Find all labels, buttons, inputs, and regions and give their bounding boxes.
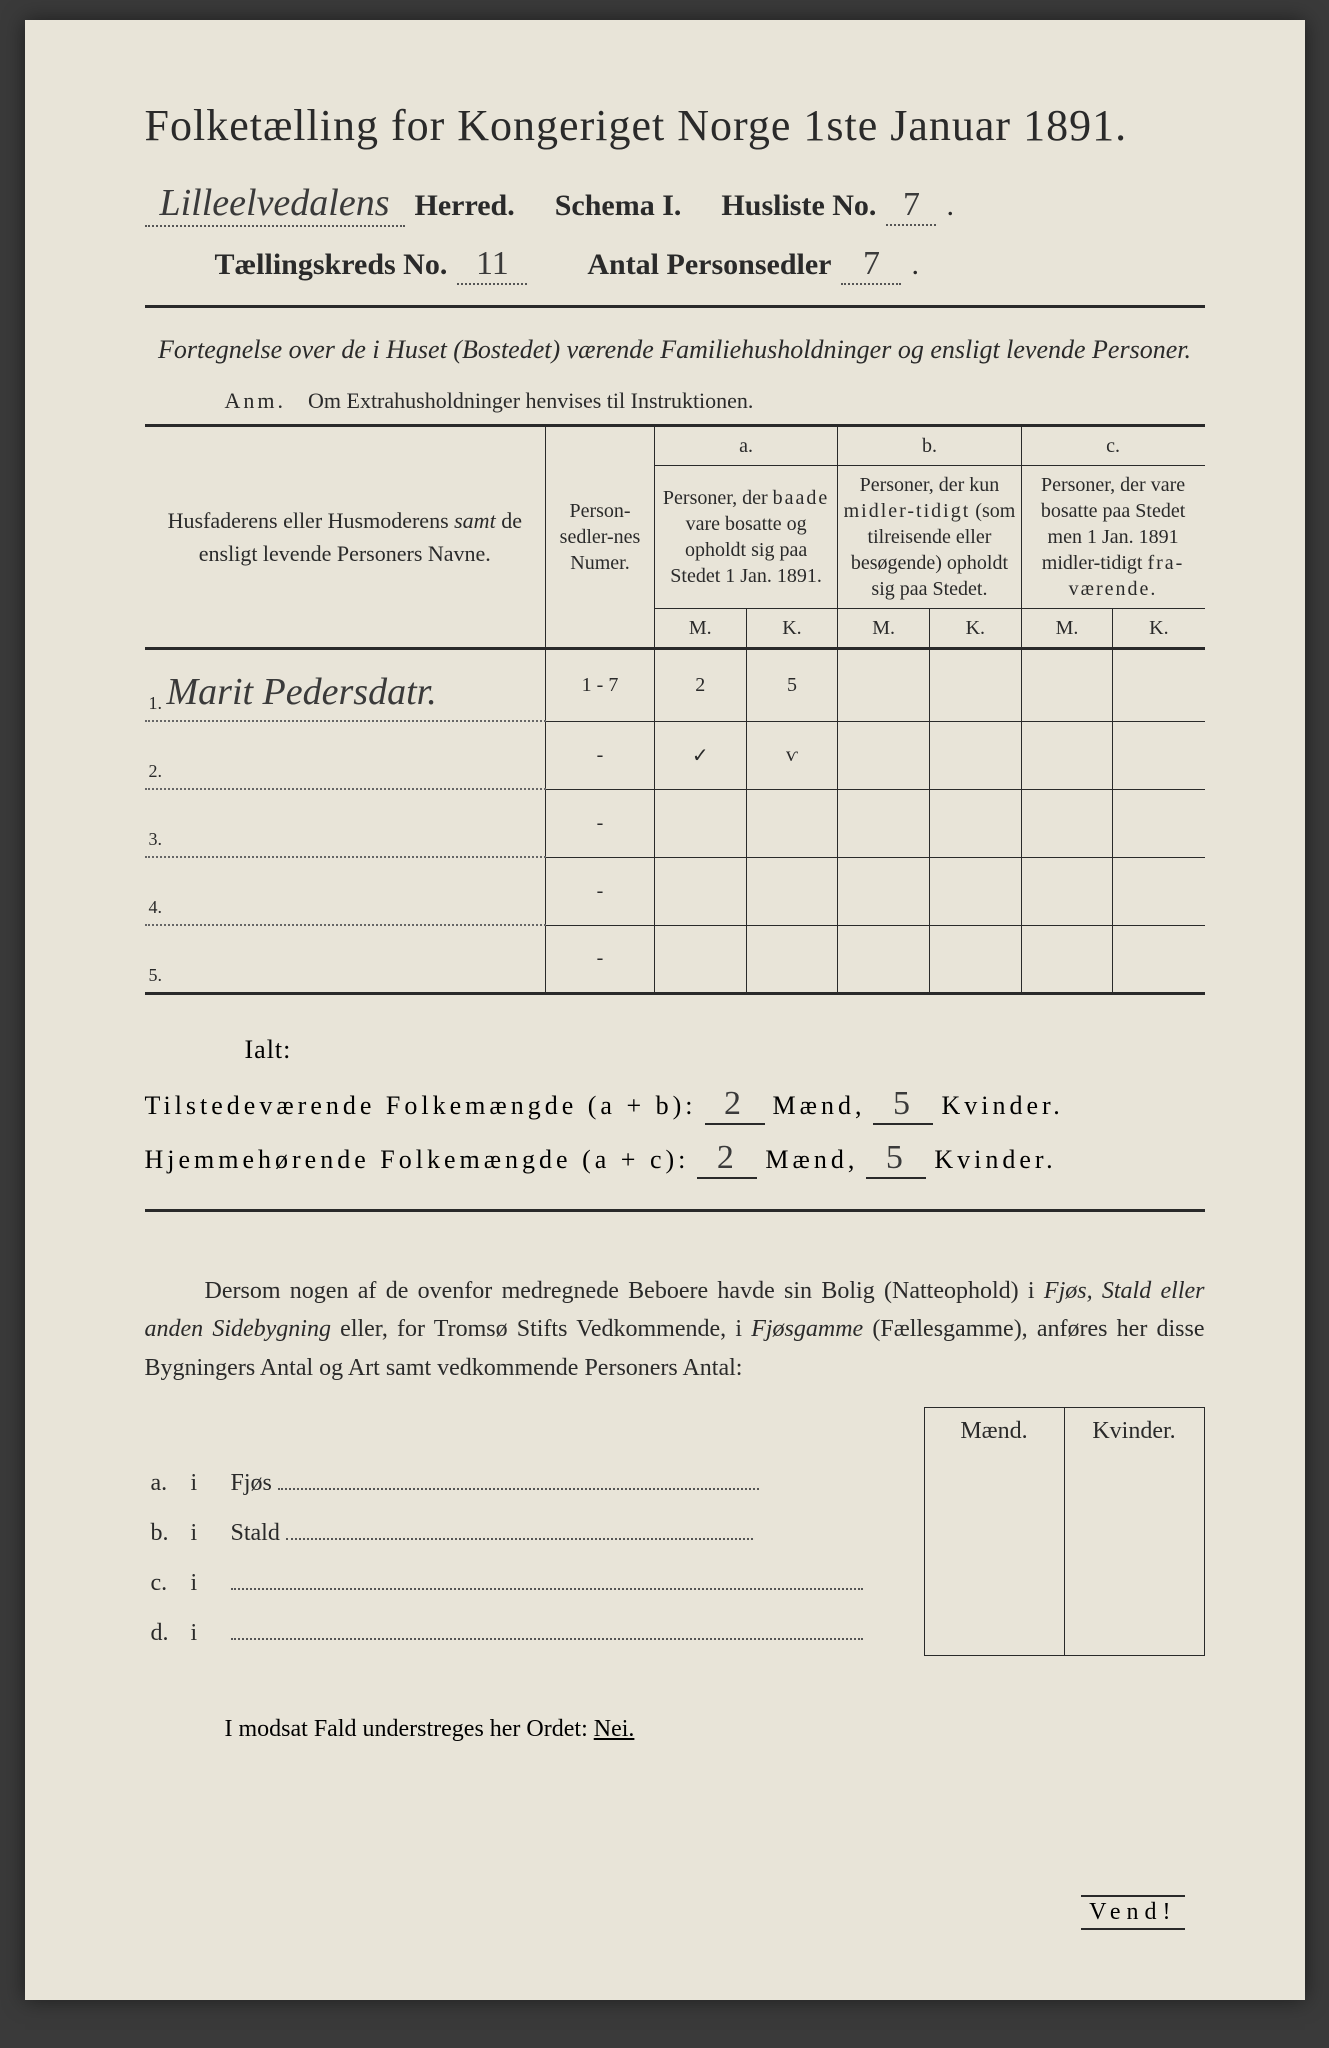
row-num: - bbox=[546, 925, 655, 993]
col-num-header: Person-sedler-nes Numer. bbox=[546, 426, 655, 649]
group-b-letter: b. bbox=[838, 426, 1021, 466]
b-m-header: M. bbox=[838, 609, 930, 649]
row-cM bbox=[1021, 649, 1113, 722]
bldg-row: b. i Stald bbox=[145, 1505, 1205, 1555]
row-aK: ⱱ bbox=[746, 721, 838, 789]
subtitle: Fortegnelse over de i Huset (Bostedet) v… bbox=[145, 332, 1205, 368]
anm-note: Anm. Om Extrahusholdninger henvises til … bbox=[145, 388, 1205, 414]
group-a-text: Personer, der baade vare bosatte og opho… bbox=[654, 466, 837, 609]
antal-no: 7 bbox=[841, 245, 901, 285]
sum1-m: 2 bbox=[705, 1085, 765, 1125]
c-m-header: M. bbox=[1021, 609, 1113, 649]
kvinder-label: Kvinder. bbox=[941, 1091, 1063, 1121]
group-a-letter: a. bbox=[654, 426, 837, 466]
row-aM: 2 bbox=[654, 649, 746, 722]
nei-word: Nei. bbox=[594, 1716, 635, 1742]
row-name: Marit Pedersdatr. bbox=[149, 670, 437, 714]
header-line-1: Lilleelvedalens Herred. Schema I. Huslis… bbox=[145, 181, 1205, 227]
anm-label: Anm. bbox=[225, 388, 287, 413]
table-row: 2. - ✓ ⱱ bbox=[145, 721, 1205, 789]
group-c-letter: c. bbox=[1021, 426, 1204, 466]
row-num: - bbox=[546, 789, 655, 857]
table-row: 5. - bbox=[145, 925, 1205, 993]
maend-label: Mænd, bbox=[765, 1145, 858, 1175]
table-row: 4. - bbox=[145, 857, 1205, 925]
sum1-label: Tilstedeværende Folkemængde (a + b): bbox=[145, 1091, 697, 1121]
bldg-row: c. i bbox=[145, 1555, 1205, 1605]
sum2-label: Hjemmehørende Folkemængde (a + c): bbox=[145, 1145, 690, 1175]
bldg-maend-header: Mænd. bbox=[924, 1408, 1064, 1456]
herred-value: Lilleelvedalens bbox=[145, 181, 405, 227]
row-bM bbox=[838, 649, 930, 722]
sum2-m: 2 bbox=[697, 1139, 757, 1179]
husliste-no: 7 bbox=[886, 186, 936, 226]
bldg-kvinder-header: Kvinder. bbox=[1064, 1408, 1204, 1456]
kreds-label: Tællingskreds No. bbox=[215, 248, 448, 282]
group-c-text: Personer, der vare bosatte paa Stedet me… bbox=[1021, 466, 1204, 609]
row-bK bbox=[929, 649, 1021, 722]
c-k-header: K. bbox=[1113, 609, 1205, 649]
row-bM bbox=[838, 721, 930, 789]
ialt-label: Ialt: bbox=[245, 1035, 1205, 1065]
antal-label: Antal Personsedler bbox=[587, 248, 831, 282]
anm-text: Om Extrahusholdninger henvises til Instr… bbox=[308, 388, 753, 413]
bldg-row: a. i Fjøs bbox=[145, 1455, 1205, 1505]
vend-label: Vend! bbox=[1081, 1895, 1184, 1930]
b-k-header: K. bbox=[929, 609, 1021, 649]
row-cK bbox=[1113, 721, 1205, 789]
sum1-k: 5 bbox=[873, 1085, 933, 1125]
main-table: Husfaderens eller Husmoderens samt de en… bbox=[145, 424, 1205, 995]
husliste-label: Husliste No. bbox=[721, 189, 876, 223]
row-num: - bbox=[546, 721, 655, 789]
a-k-header: K. bbox=[746, 609, 838, 649]
group-b-text: Personer, der kun midler-tidigt (som til… bbox=[838, 466, 1021, 609]
a-m-header: M. bbox=[654, 609, 746, 649]
sum2-k: 5 bbox=[866, 1139, 926, 1179]
footer-line: I modsat Fald understreges her Ordet: Ne… bbox=[225, 1716, 1205, 1743]
col-name-header: Husfaderens eller Husmoderens samt de en… bbox=[145, 426, 546, 649]
row-cM bbox=[1021, 721, 1113, 789]
kreds-no: 11 bbox=[457, 245, 527, 285]
census-form-page: Folketælling for Kongeriget Norge 1ste J… bbox=[25, 20, 1305, 2000]
herred-label: Herred. bbox=[415, 189, 515, 223]
row-cK bbox=[1113, 649, 1205, 722]
building-paragraph: Dersom nogen af de ovenfor medregnede Be… bbox=[145, 1272, 1205, 1387]
sum-line-1: Tilstedeværende Folkemængde (a + b): 2 M… bbox=[145, 1085, 1205, 1125]
header-line-2: Tællingskreds No. 11 Antal Personsedler … bbox=[145, 245, 1205, 285]
divider bbox=[145, 305, 1205, 308]
sum-line-2: Hjemmehørende Folkemængde (a + c): 2 Mæn… bbox=[145, 1139, 1205, 1179]
bldg-row: d. i bbox=[145, 1605, 1205, 1655]
row-bK bbox=[929, 721, 1021, 789]
row-aK: 5 bbox=[746, 649, 838, 722]
table-row: 1.Marit Pedersdatr. 1 - 7 2 5 bbox=[145, 649, 1205, 722]
maend-label: Mænd, bbox=[773, 1091, 866, 1121]
divider bbox=[145, 1209, 1205, 1212]
page-title: Folketælling for Kongeriget Norge 1ste J… bbox=[145, 100, 1205, 151]
schema-label: Schema I. bbox=[555, 189, 682, 223]
building-table: Mænd. Kvinder. a. i Fjøs b. i Stald c. i… bbox=[145, 1407, 1205, 1656]
row-num: 1 - 7 bbox=[546, 649, 655, 722]
row-aM: ✓ bbox=[654, 721, 746, 789]
kvinder-label: Kvinder. bbox=[934, 1145, 1056, 1175]
table-row: 3. - bbox=[145, 789, 1205, 857]
row-num: - bbox=[546, 857, 655, 925]
